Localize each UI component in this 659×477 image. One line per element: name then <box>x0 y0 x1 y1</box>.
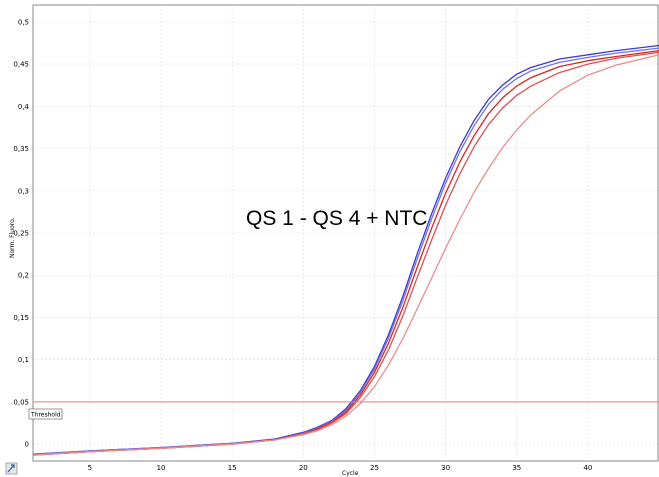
threshold-label-box[interactable] <box>28 408 63 420</box>
x-tick-label: 35 <box>512 464 521 472</box>
y-tick-label: 0,05 <box>13 398 29 406</box>
y-tick-label: 0,4 <box>18 103 30 111</box>
y-tick-label: 0,25 <box>13 230 29 238</box>
series-line <box>32 44 659 455</box>
x-tick-label: 20 <box>299 464 308 472</box>
x-axis-label: Cycle <box>342 470 359 477</box>
tick-labels: 5 10 15 20 25 30 35 40 0 0,05 0,1 0,15 0,2 0,25 0,3 0,3… <box>13 18 592 472</box>
y-tick-label: 0,15 <box>13 314 29 322</box>
y-tick-label: 0,1 <box>18 356 29 364</box>
corner-icon[interactable] <box>5 462 18 475</box>
y-tick-label: 0,3 <box>18 187 29 195</box>
x-tick-label: 30 <box>441 464 450 472</box>
grid <box>33 5 659 461</box>
y-tick-label: 0,35 <box>13 145 29 153</box>
y-tick-label: 0,2 <box>18 272 29 280</box>
x-tick-label: 40 <box>583 464 592 472</box>
series-line <box>32 54 659 456</box>
x-tick-label: 10 <box>157 464 166 472</box>
y-tick-label: 0,5 <box>18 18 29 26</box>
series-group <box>32 44 659 456</box>
y-axis-label: Norm. Fluoro. <box>9 217 16 258</box>
x-tick-label: 5 <box>88 464 92 472</box>
x-tick-label: 15 <box>228 464 237 472</box>
y-tick-label: 0,45 <box>13 61 29 69</box>
y-tick-label: 0 <box>25 441 29 449</box>
threshold-label: Threshold <box>30 412 61 419</box>
chart-annotation: QS 1 - QS 4 + NTC <box>246 207 427 230</box>
plot-frame <box>32 4 659 462</box>
x-tick-label: 25 <box>370 464 379 472</box>
